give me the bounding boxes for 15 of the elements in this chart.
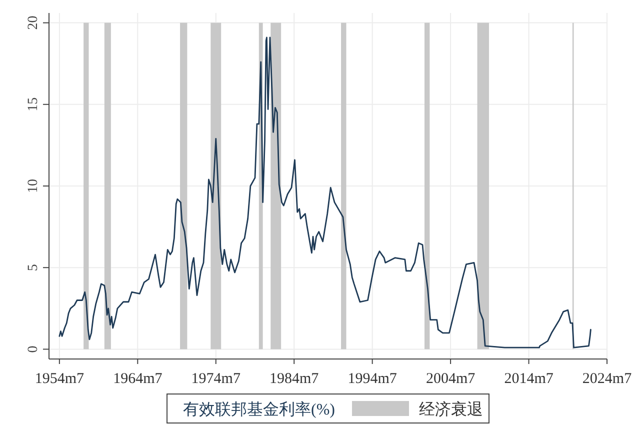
legend-label: 经济衰退: [419, 402, 483, 418]
x-tick-label: 2004m7: [426, 371, 476, 387]
x-tick-label: 2014m7: [504, 371, 554, 387]
x-tick-label: 2024m7: [582, 371, 632, 387]
x-tick-label: 1974m7: [191, 371, 240, 387]
y-tick-label: 20: [26, 16, 41, 30]
x-tick-label: 1994m7: [348, 371, 397, 387]
y-tick-label: 10: [26, 179, 41, 193]
y-tick-label: 0: [26, 346, 41, 353]
y-tick-label: 15: [26, 97, 41, 112]
x-tick-label: 1964m7: [113, 371, 162, 387]
x-tick-label: 1954m7: [34, 371, 84, 387]
y-tick-label: 5: [26, 264, 41, 272]
legend-label: 有效联邦基金利率(%): [183, 402, 335, 418]
x-tick-label: 1984m7: [270, 371, 319, 387]
